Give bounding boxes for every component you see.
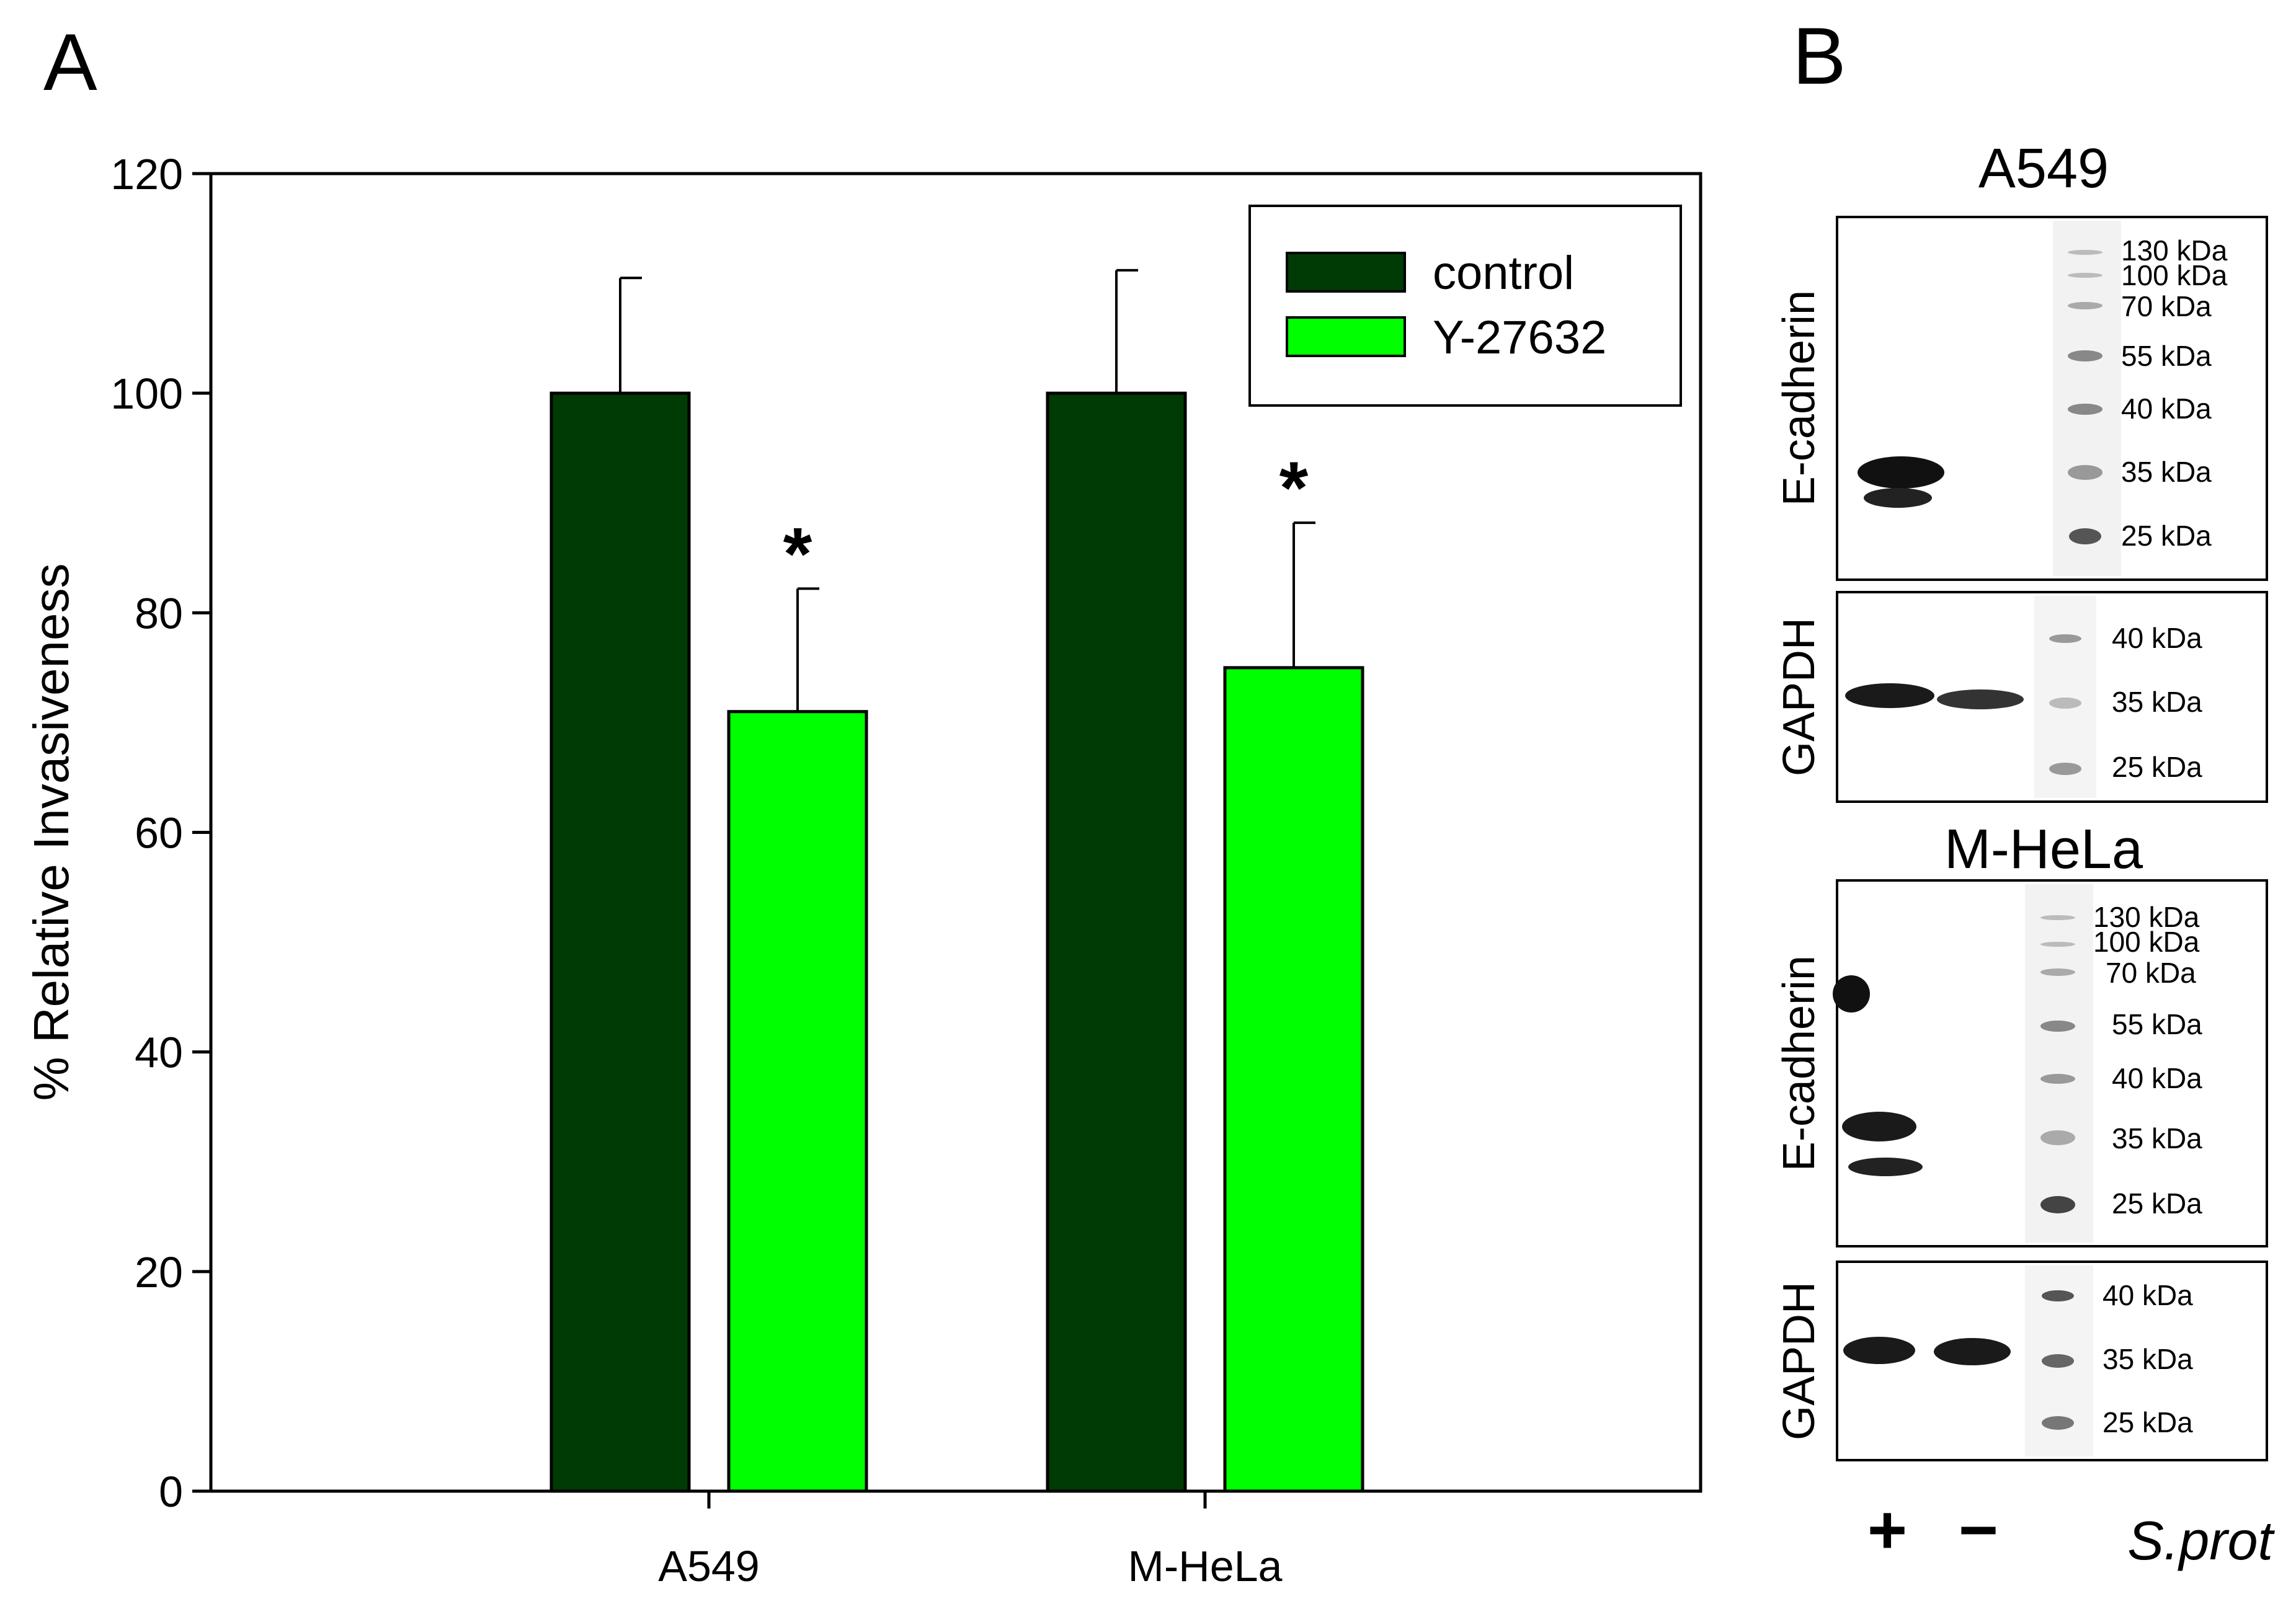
x-tick-label: A549	[658, 1542, 759, 1590]
ladder-band	[2069, 528, 2101, 544]
ladder-lane	[2025, 884, 2093, 1243]
blot-frame	[1836, 216, 2268, 581]
y-tick-label: 100	[110, 370, 183, 418]
y-tick-label: 40	[135, 1029, 183, 1077]
marker-label: 25 kDa	[2102, 1406, 2193, 1438]
significance-star: *	[1279, 446, 1309, 529]
row-label-ecadherin-a549: E-cadherin	[1774, 290, 1824, 506]
ladder-band	[2068, 350, 2102, 361]
marker-label: 35 kDa	[2121, 456, 2212, 488]
ladder-band	[2042, 1290, 2074, 1301]
x-axis: A549 M-HeLa	[658, 1491, 1283, 1590]
treatment-label: S.prot	[2127, 1510, 2275, 1571]
band	[1842, 1112, 1916, 1141]
band	[1937, 689, 2024, 709]
legend-label-control: control	[1433, 247, 1574, 299]
blot-title-mhela: M-HeLa	[1944, 818, 2143, 880]
marker-label: 40 kDa	[2102, 1279, 2193, 1311]
marker-label: 35 kDa	[2102, 1343, 2193, 1375]
lane-sign-minus: −	[1959, 1492, 1998, 1568]
legend-swatch-control	[1286, 252, 1406, 293]
ladder-band	[2049, 763, 2081, 775]
ladder-band	[2040, 1074, 2075, 1084]
y-tick-label: 80	[135, 589, 183, 637]
legend-label-y27632: Y-27632	[1433, 311, 1606, 364]
marker-label: 70 kDa	[2121, 290, 2212, 322]
legend-box	[1248, 205, 1682, 407]
ladder-band	[2040, 1021, 2075, 1032]
marker-label: 25 kDa	[2112, 1187, 2202, 1220]
legend: control Y-27632	[1248, 205, 1682, 407]
marker-label: 35 kDa	[2112, 686, 2202, 718]
band	[1833, 975, 1870, 1012]
legend-swatch-y27632	[1286, 316, 1406, 357]
error-bars	[619, 268, 1315, 712]
panel-a-label: A	[43, 17, 97, 107]
marker-label: 40 kDa	[2112, 1062, 2202, 1094]
ladder-band	[2068, 465, 2102, 480]
ladder-band	[2042, 1416, 2074, 1430]
y-tick-label: 120	[110, 150, 183, 198]
ladder-band	[2040, 915, 2075, 920]
bar	[550, 391, 691, 1493]
blot-mhela-ecadherin: 130 kDa 100 kDa 70 kDa 55 kDa 40 kDa 35 …	[1833, 879, 2268, 1247]
y-axis-title: % Relative Invasiveness	[24, 563, 79, 1101]
ladder-lane	[2053, 221, 2121, 576]
marker-label: 25 kDa	[2121, 520, 2212, 552]
y-axis: 0 20 40 60 80 100 120	[110, 150, 211, 1516]
ladder-band	[2042, 1354, 2074, 1368]
y-tick-label: 20	[135, 1248, 183, 1296]
row-label-gapdh-a549: GAPDH	[1774, 618, 1824, 776]
bar-series	[550, 391, 1364, 1493]
marker-label: 100 kDa	[2093, 926, 2200, 958]
significance-star: *	[783, 512, 812, 595]
x-tick-label: M-HeLa	[1128, 1542, 1283, 1590]
row-label-gapdh-mhela: GAPDH	[1774, 1282, 1824, 1440]
band	[1843, 1337, 1915, 1364]
panel-b-label: B	[1792, 11, 1846, 101]
band	[1934, 1338, 2011, 1365]
ladder-band	[2040, 1130, 2075, 1145]
ladder-band	[2068, 404, 2102, 415]
marker-label: 40 kDa	[2121, 392, 2212, 425]
band	[1845, 683, 1934, 708]
marker-label: 70 kDa	[2106, 957, 2196, 989]
marker-label: 25 kDa	[2112, 751, 2202, 783]
marker-label: 130 kDa	[2093, 901, 2200, 933]
band	[1848, 1158, 1923, 1176]
row-label-ecadherin-mhela: E-cadherin	[1774, 955, 1824, 1171]
ladder-band	[2049, 634, 2081, 643]
ladder-band	[2040, 968, 2075, 976]
bar	[727, 710, 868, 1493]
ladder-band	[2068, 250, 2102, 255]
marker-label: 55 kDa	[2112, 1008, 2202, 1040]
bar	[1223, 666, 1364, 1493]
blot-title-a549: A549	[1978, 138, 2109, 200]
y-tick-label: 0	[159, 1468, 183, 1516]
ladder-band	[2068, 273, 2102, 278]
bar	[1046, 391, 1187, 1493]
marker-label: 130 kDa	[2121, 234, 2228, 267]
marker-label: 40 kDa	[2112, 622, 2202, 654]
marker-label: 35 kDa	[2112, 1122, 2202, 1154]
ladder-band	[2040, 1196, 2075, 1213]
western-blot-panel: A549 130 kDa 100 kDa 70 kDa 55 kDa 40 kD…	[1774, 138, 2276, 1571]
band	[1864, 488, 1932, 508]
blot-a549-ecadherin: 130 kDa 100 kDa 70 kDa 55 kDa 40 kDa 35 …	[1836, 216, 2268, 581]
ladder-band	[2068, 302, 2102, 309]
blot-mhela-gapdh: 40 kDa 35 kDa 25 kDa	[1836, 1261, 2268, 1461]
marker-label: 100 kDa	[2121, 259, 2228, 291]
ladder-band	[2049, 698, 2081, 709]
significance-marks: **	[783, 446, 1309, 595]
band	[1858, 456, 1944, 489]
ladder-band	[2040, 942, 2075, 947]
y-tick-label: 60	[135, 809, 183, 857]
lane-sign-plus: +	[1867, 1492, 1907, 1568]
marker-label: 55 kDa	[2121, 340, 2212, 372]
blot-a549-gapdh: 40 kDa 35 kDa 25 kDa	[1836, 591, 2268, 803]
